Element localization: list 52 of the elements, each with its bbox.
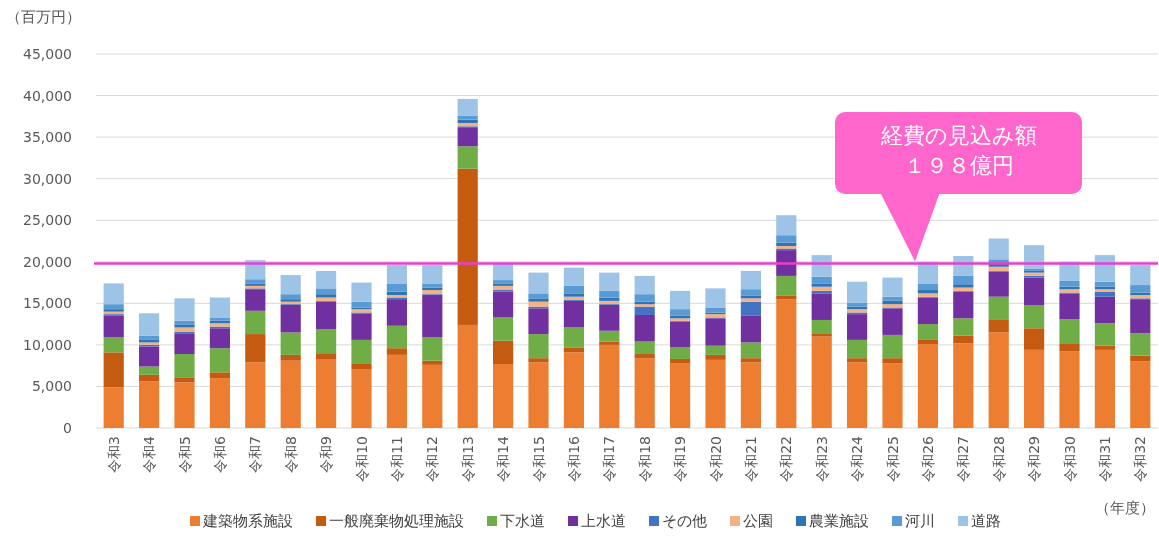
y-tick-label: 45,000 (23, 46, 72, 62)
y-tick-label: 0 (63, 420, 72, 436)
y-tick-label: 35,000 (23, 129, 72, 146)
x-tick-label: 令和28 (990, 436, 1007, 482)
x-tick-label: 令和32 (1132, 436, 1149, 482)
x-tick-label: 令和4 (141, 435, 158, 473)
x-tick-label: 令和6 (211, 435, 228, 473)
y-tick-label: 10,000 (23, 336, 72, 353)
legend-label: 河川 (905, 512, 935, 530)
x-tick-label: 令和8 (282, 436, 299, 473)
x-tick-label: 令和23 (813, 436, 830, 482)
legend-label: 農業施設 (809, 512, 869, 530)
x-tick-label: 令和27 (955, 436, 972, 482)
legend-label: 上水道 (581, 512, 626, 530)
y-tick-label: 15,000 (23, 295, 72, 312)
y-tick-label: 25,000 (23, 212, 72, 229)
legend-label: 公園 (743, 512, 773, 530)
x-tick-label: 令和25 (884, 436, 901, 482)
x-tick-label: 令和26 (919, 435, 936, 482)
legend-label: その他 (662, 512, 707, 530)
y-tick-label: 5,000 (31, 378, 72, 395)
annotation: 経費の見込み額１９８億円 (879, 123, 1037, 178)
x-tick-label: 令和19 (672, 436, 689, 482)
y-axis-title: （百万円） (6, 8, 81, 26)
x-tick-label: 令和17 (601, 436, 618, 482)
x-tick-label: 令和18 (636, 436, 653, 482)
x-tick-label: 令和21 (742, 436, 759, 482)
x-tick-label: 令和9 (318, 436, 335, 473)
x-tick-label: 令和22 (778, 436, 795, 482)
x-tick-label: 令和31 (1096, 436, 1113, 482)
legend-label: 道路 (971, 512, 1001, 530)
legend-label: 下水道 (500, 512, 545, 530)
x-tick-label: 令和10 (353, 436, 370, 482)
x-axis-title: （年度） (1095, 499, 1155, 517)
x-tick-label: 令和30 (1061, 436, 1078, 482)
y-tick-label: 40,000 (23, 87, 72, 104)
x-tick-label: 令和11 (388, 436, 405, 482)
x-tick-label: 令和14 (495, 435, 512, 482)
legend-label: 一般廃棄物処理施設 (329, 512, 464, 530)
x-tick-label: 令和24 (849, 435, 866, 482)
x-tick-label: 令和20 (707, 436, 724, 482)
y-tick-label: 30,000 (23, 170, 72, 187)
x-tick-label: 令和5 (176, 436, 193, 473)
x-tick-label: 令和16 (565, 435, 582, 482)
x-tick-label: 令和3 (105, 436, 122, 473)
legend-label: 建築物系施設 (202, 512, 293, 530)
x-tick-label: 令和15 (530, 436, 547, 482)
x-tick-label: 令和12 (424, 436, 441, 482)
x-tick-label: 令和13 (459, 436, 476, 482)
x-tick-label: 令和29 (1026, 436, 1043, 482)
y-tick-label: 20,000 (23, 253, 72, 270)
x-tick-label: 令和7 (247, 436, 264, 473)
